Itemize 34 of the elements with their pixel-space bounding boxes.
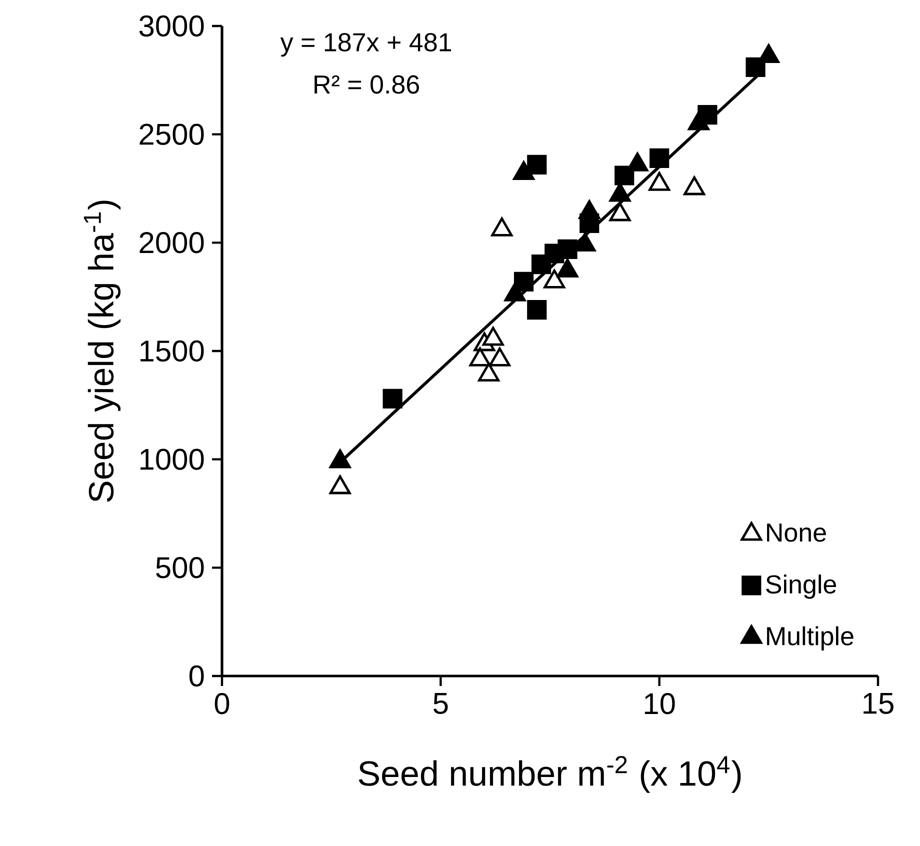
y-tick-label: 3000	[139, 15, 204, 37]
y-axis-title: Seed yield (kg ha$^{-1}$)	[84, 200, 121, 502]
point	[482, 326, 504, 346]
point	[648, 172, 670, 191]
annotation: y = 187x + 481	[280, 33, 452, 57]
annotation: R² = 0.86	[314, 75, 419, 94]
point	[688, 111, 710, 130]
x-tick-label: 10	[644, 693, 675, 714]
point	[469, 347, 491, 366]
point	[578, 200, 600, 220]
y-tick-label: 2000	[140, 232, 204, 254]
point	[329, 449, 351, 468]
y-tick-label: 500	[156, 557, 204, 578]
legend-label: Single	[766, 574, 836, 599]
point	[478, 362, 500, 382]
point	[609, 202, 631, 222]
point	[491, 217, 513, 236]
x-tick-label: 0	[214, 693, 230, 714]
point	[544, 269, 566, 288]
point	[329, 475, 351, 494]
legend-label: Multiple	[767, 626, 854, 651]
y-tick-label: 2500	[140, 124, 204, 145]
point	[504, 282, 526, 302]
point	[556, 258, 578, 278]
y-tick-label: 0	[189, 665, 204, 687]
x-tick-label: 5	[434, 693, 448, 714]
x-tick-label: 15	[864, 693, 894, 714]
point	[488, 347, 510, 366]
y-tick-label: 1000	[140, 448, 204, 470]
legend-label: None	[767, 524, 826, 542]
point	[513, 161, 534, 180]
x-axis-title: Seed number m$^{-2}$ (x 10$^{4}$)	[358, 756, 741, 793]
point	[684, 176, 706, 196]
y-tick-label: 1500	[140, 340, 204, 362]
